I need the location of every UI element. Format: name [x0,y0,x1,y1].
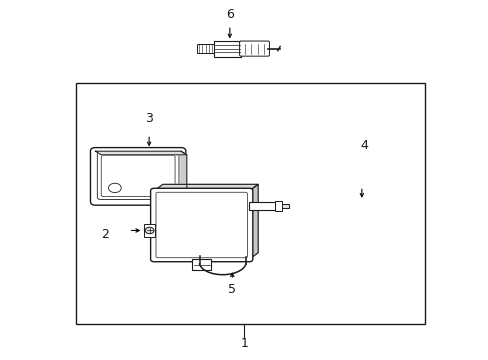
Bar [144,224,155,237]
Text: 2: 2 [101,228,109,240]
FancyBboxPatch shape [214,41,241,57]
FancyBboxPatch shape [239,41,269,56]
Bar [274,201,281,211]
Circle shape [145,227,154,234]
Bar [191,259,211,270]
FancyBboxPatch shape [101,156,175,197]
Bar [249,202,278,210]
Polygon shape [249,184,258,259]
Text: 3: 3 [145,112,153,125]
FancyBboxPatch shape [90,148,185,205]
FancyBboxPatch shape [97,153,179,199]
Polygon shape [95,151,186,155]
Bar [76,83,425,324]
Polygon shape [154,184,258,191]
Polygon shape [181,151,186,202]
Text: 5: 5 [228,283,236,296]
Text: 6: 6 [225,8,233,21]
Text: 1: 1 [240,337,248,350]
Text: 4: 4 [360,139,367,152]
FancyBboxPatch shape [150,188,252,262]
Bar [197,44,214,53]
Bar [278,204,289,208]
Circle shape [108,183,121,193]
